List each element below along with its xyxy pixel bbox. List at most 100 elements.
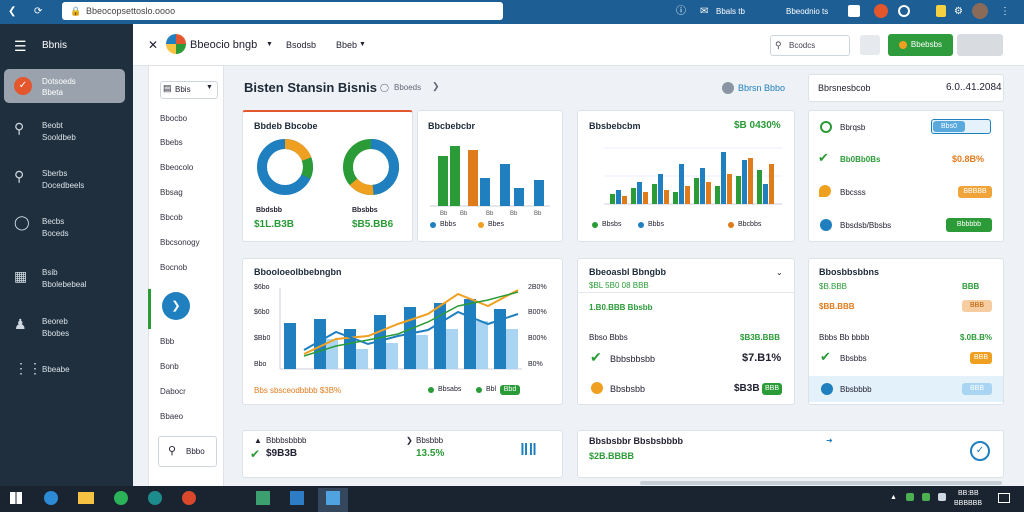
financial-label: Bbso Bbbs xyxy=(589,333,628,342)
bell-icon[interactable]: ✉ xyxy=(700,6,709,17)
windows-start-icon[interactable] xyxy=(10,492,22,504)
sidebar-item-label[interactable]: Bbolebebeal xyxy=(42,280,87,289)
grid-icon[interactable]: ▦ xyxy=(14,268,28,284)
sidebar-item-label[interactable]: Sooldbeb xyxy=(42,133,76,142)
pane-item[interactable]: Dabocr xyxy=(160,387,186,396)
user-icon[interactable] xyxy=(860,35,880,55)
user-icon[interactable]: ♟ xyxy=(14,316,27,332)
close-icon[interactable]: ✕ xyxy=(148,38,159,52)
sidebar-item-label[interactable]: Docedbeels xyxy=(42,181,85,190)
browser-item[interactable]: Bbeodnio ts xyxy=(786,7,829,16)
financial-value: $7.B1% xyxy=(742,352,782,364)
pane-item[interactable]: Bbcsonogy xyxy=(160,238,200,247)
pane-item[interactable]: Bbeocolo xyxy=(160,163,194,172)
pane-item[interactable]: Bbb xyxy=(160,337,175,346)
help-icon[interactable]: ✓ xyxy=(970,441,990,461)
chevron-down-icon[interactable]: ▼ xyxy=(359,41,366,48)
apps-icon[interactable]: ⋮⋮ xyxy=(14,360,42,376)
pane-bottom-button[interactable] xyxy=(158,436,217,467)
sidebar-item-label[interactable]: Becbs xyxy=(42,217,65,226)
app-icon[interactable] xyxy=(290,491,304,505)
tray-icon[interactable] xyxy=(938,493,946,501)
avatar[interactable] xyxy=(972,3,988,19)
app-icon[interactable] xyxy=(114,491,128,505)
menu-dots-icon[interactable]: ⋮ xyxy=(1000,6,1010,17)
pane-item[interactable]: Bbocbo xyxy=(160,114,188,123)
status-button[interactable]: Bbbbbb xyxy=(946,218,992,232)
series-line-orange xyxy=(303,289,519,355)
horizontal-scrollbar[interactable] xyxy=(640,481,1002,485)
clock-date[interactable]: BBBBBB xyxy=(954,500,983,507)
card-title: Bbosbbsbbns xyxy=(819,267,879,277)
info-icon xyxy=(722,82,734,94)
sidebar-item-label[interactable]: Bsib xyxy=(42,268,58,277)
folder-icon[interactable] xyxy=(78,492,94,504)
metric-badge: BBB xyxy=(970,352,992,364)
tick-label: Bb xyxy=(440,211,448,216)
refresh-icon[interactable]: ⟳ xyxy=(34,6,43,17)
search-input[interactable]: ⚲ Bcodcs xyxy=(770,35,850,56)
sidebar-item-label[interactable]: Boceds xyxy=(42,229,69,238)
pane-item[interactable]: Bbsag xyxy=(160,188,183,197)
primary-button[interactable]: Bbebsbs xyxy=(888,34,953,56)
sidebar-item-label[interactable]: Bbobes xyxy=(42,329,70,338)
bar xyxy=(631,188,636,204)
chevron-up-icon[interactable]: ▲ xyxy=(890,494,897,501)
pane-item[interactable]: Bbebs xyxy=(160,138,183,147)
search-icon[interactable]: ⚲ xyxy=(14,120,25,136)
sidebar-item-label[interactable]: Sberbs xyxy=(42,169,68,178)
tick-label: Bb xyxy=(486,211,494,216)
legend-label: Bbcbbs xyxy=(738,221,762,228)
action-fab[interactable]: ❯ xyxy=(162,292,190,320)
address-bar[interactable]: 🔒 Bbeocopsettoslo.oooo xyxy=(62,2,503,20)
bar xyxy=(706,182,711,204)
bar xyxy=(715,186,720,204)
pane-select[interactable] xyxy=(160,81,218,99)
app-icon[interactable] xyxy=(326,491,340,505)
pane-item[interactable]: Bonb xyxy=(160,362,179,371)
kpi-value: $2B.BBBB xyxy=(589,451,635,461)
square-icon[interactable] xyxy=(848,5,860,17)
chevron-down-icon[interactable]: ▼ xyxy=(266,41,273,48)
tray-icon[interactable] xyxy=(906,493,914,501)
legend-dot xyxy=(430,222,436,228)
nav-item[interactable]: Bsodsb xyxy=(286,40,317,50)
legend-label: Bbsbs xyxy=(602,221,622,228)
browser-icon[interactable] xyxy=(44,491,58,505)
bar xyxy=(622,196,627,204)
pane-item[interactable]: Bbcob xyxy=(160,213,183,222)
clock-time[interactable]: BB:BB xyxy=(958,490,979,497)
settings-icon[interactable]: ⚙ xyxy=(954,6,963,17)
bar xyxy=(314,319,326,369)
profile-icon[interactable] xyxy=(874,4,888,18)
sidebar-item-label[interactable]: Bbeabe xyxy=(42,365,70,374)
back-icon[interactable]: ❮ xyxy=(8,6,17,17)
sub-navigation xyxy=(148,66,224,486)
coin-icon xyxy=(591,382,603,394)
app-icon[interactable] xyxy=(182,491,196,505)
kpi-label: Bbsbsbbr Bbsbsbbbb xyxy=(589,436,683,446)
circle-icon[interactable] xyxy=(898,5,910,17)
bar xyxy=(721,152,726,204)
pane-item[interactable]: Bbaeo xyxy=(160,412,184,421)
taskbar xyxy=(0,486,1024,512)
sidebar-item-label[interactable]: Beoreb xyxy=(42,317,68,326)
page-link[interactable]: Bbrsn Bbbo xyxy=(738,83,786,93)
browser-item[interactable]: Bbals tb xyxy=(716,7,745,16)
info-icon[interactable]: ⓘ xyxy=(676,6,686,17)
app-icon[interactable] xyxy=(148,491,162,505)
app-icon[interactable] xyxy=(256,491,270,505)
shield-icon[interactable]: ⚲ xyxy=(14,168,25,184)
shield-icon[interactable]: ◯ xyxy=(14,214,30,230)
secondary-button[interactable] xyxy=(957,34,1003,56)
hamburger-icon[interactable]: ☰ xyxy=(14,38,27,54)
sidebar-item-label: Bbeta xyxy=(42,88,63,97)
chevron-down-icon[interactable]: ⌄ xyxy=(776,268,783,277)
chevron-right-icon[interactable]: ❯ xyxy=(432,81,440,91)
nav-item[interactable]: Bbeb xyxy=(336,40,358,50)
extension-icon[interactable] xyxy=(936,5,946,17)
sidebar-item-label[interactable]: Beobt xyxy=(42,121,63,130)
pane-item[interactable]: Bocnob xyxy=(160,263,188,272)
notification-icon[interactable] xyxy=(998,493,1010,503)
tray-icon[interactable] xyxy=(922,493,930,501)
